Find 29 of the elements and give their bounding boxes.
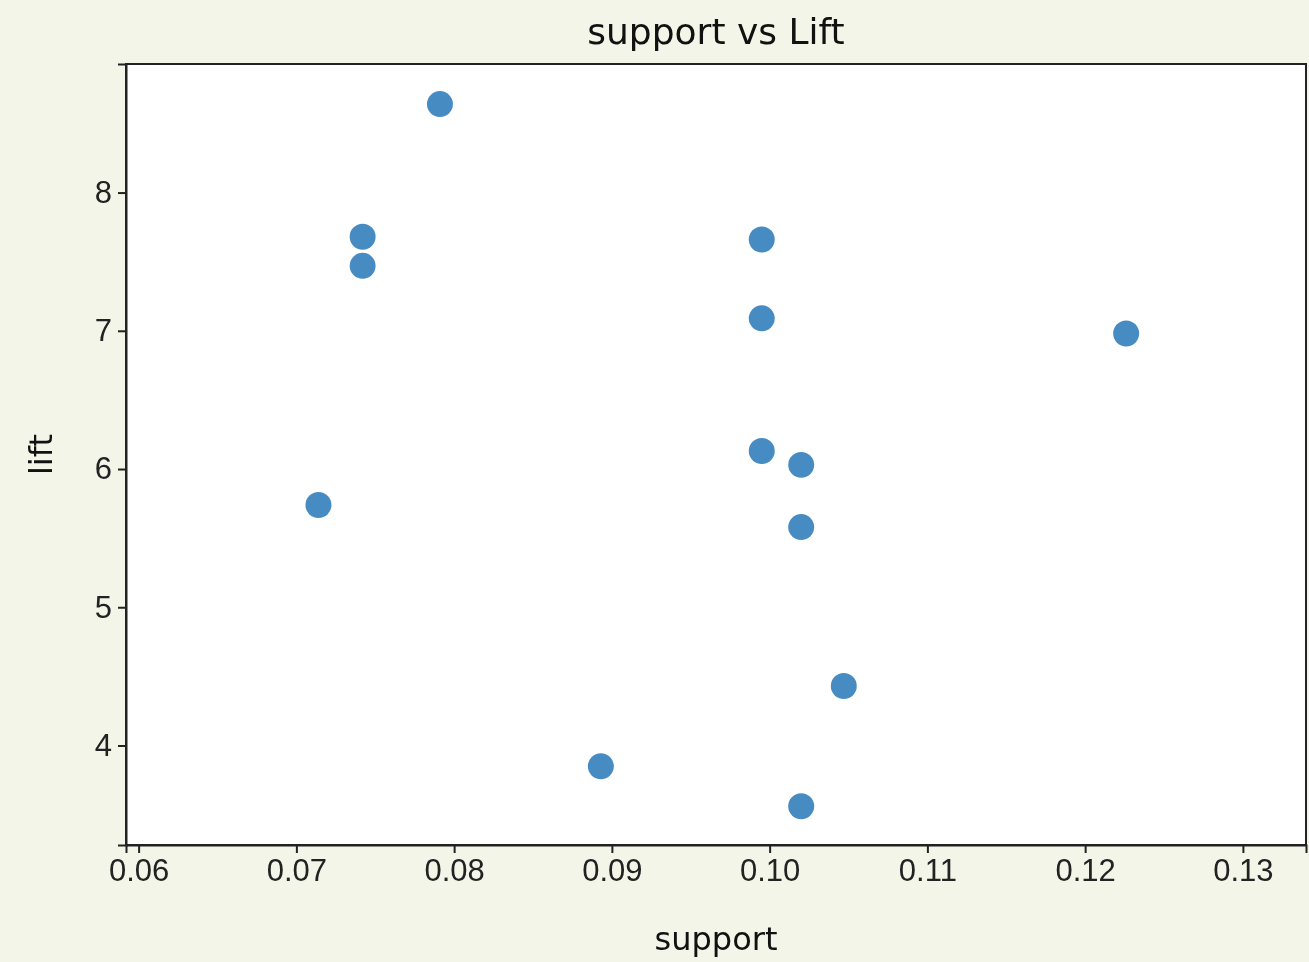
y-tick-label: 5: [94, 589, 112, 625]
point: [349, 223, 376, 250]
y-tick-label: 4: [94, 727, 112, 763]
point: [788, 451, 815, 478]
y-tick-label: 8: [94, 174, 112, 210]
x-axis-title: support: [654, 920, 778, 958]
point: [587, 753, 614, 780]
point: [788, 514, 815, 541]
y-tick-label: 7: [94, 313, 112, 349]
point: [426, 91, 453, 118]
point: [830, 673, 857, 699]
point: [748, 226, 775, 253]
x-tick-label: 0.10: [739, 853, 801, 889]
point: [788, 793, 815, 820]
x-tick-label: 0.12: [1055, 853, 1116, 889]
point: [748, 438, 775, 465]
chart-title: support vs Lift: [587, 11, 845, 52]
y-axis-title: lift: [22, 433, 60, 476]
x-tick-label: 0.06: [108, 853, 170, 889]
y-tick-label: 6: [94, 451, 112, 487]
point: [349, 252, 376, 279]
point: [305, 491, 332, 518]
x-tick-label: 0.09: [582, 853, 643, 889]
x-tick-label: 0.07: [266, 853, 328, 889]
x-tick-label: 0.13: [1213, 853, 1274, 889]
point: [1113, 320, 1140, 347]
x-tick-label: 0.11: [898, 853, 957, 889]
point: [748, 305, 775, 332]
x-tick-label: 0.08: [424, 853, 485, 889]
